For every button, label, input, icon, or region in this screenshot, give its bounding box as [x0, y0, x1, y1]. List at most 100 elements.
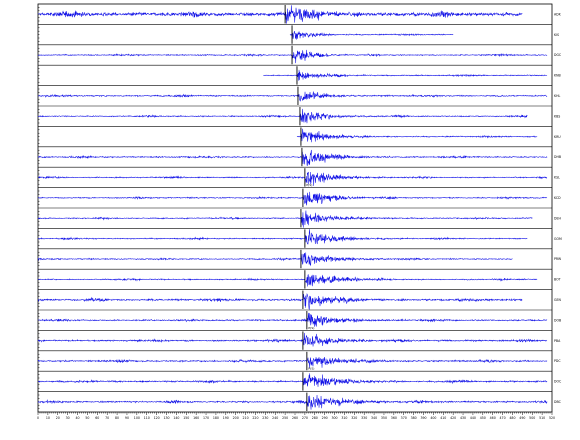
x-tick-label: 250 — [282, 416, 288, 420]
waveform-doc — [37, 373, 548, 387]
waveform-gen — [37, 293, 523, 310]
station-label-pba: PBA — [554, 339, 561, 343]
waveform-dhb — [37, 149, 548, 167]
waveform-pba — [37, 332, 548, 347]
waveform-dbc — [37, 395, 548, 410]
station-label-adk: ADK — [554, 12, 562, 16]
x-tick-label: 460 — [490, 416, 496, 420]
station-label-pdc: PDC — [554, 359, 561, 363]
x-tick-label: 170 — [203, 416, 209, 420]
station-labels: ADK KIS DGC KNB KHL KBS KRU DHB KSL KCD DEH GOM PRW B… — [554, 12, 562, 404]
x-tick-label: 200 — [233, 416, 239, 420]
waveform-adk — [37, 5, 523, 24]
station-label-bot: BOT — [554, 278, 561, 282]
station-label-gom: GOM — [554, 237, 562, 241]
x-tick-label: 360 — [391, 416, 397, 420]
x-tick-label: 380 — [411, 416, 417, 420]
x-tick-label: 210 — [243, 416, 249, 420]
x-tick-label: 450 — [480, 416, 486, 420]
x-tick-label: 240 — [272, 416, 278, 420]
x-tick-label: 30 — [66, 416, 70, 420]
x-tick-label: 430 — [460, 416, 466, 420]
waveform-knb — [263, 69, 548, 81]
x-tick-label: 280 — [312, 416, 318, 420]
waveform-prw — [37, 252, 513, 267]
x-tick-label: 220 — [252, 416, 258, 420]
station-label-kcd: KCD — [554, 196, 561, 200]
station-label-dob: DOB — [554, 318, 561, 322]
x-tick-label: 60 — [95, 416, 99, 420]
x-tick-label: 300 — [331, 416, 337, 420]
x-tick-label: 40 — [76, 416, 80, 420]
waveform-dgc — [37, 49, 548, 64]
station-label-prw: PRW — [554, 257, 562, 261]
time-axis: 0 10 20 30 40 50 60 70 80 90 100 110 120 130 140 150 160… — [37, 412, 555, 420]
x-tick-label: 140 — [173, 416, 179, 420]
waveform-kru — [296, 128, 538, 143]
x-tick-label: 370 — [401, 416, 407, 420]
waveform-khl — [37, 91, 548, 102]
x-tick-label: 90 — [125, 416, 129, 420]
x-tick-label: 190 — [223, 416, 229, 420]
x-tick-label: 400 — [430, 416, 436, 420]
x-tick-label: 470 — [500, 416, 506, 420]
station-label-dgc: DGC — [554, 53, 562, 57]
x-tick-label: 290 — [322, 416, 328, 420]
x-tick-label: 180 — [213, 416, 219, 420]
x-tick-label: 480 — [509, 416, 515, 420]
station-label-gen: GEN — [554, 298, 561, 302]
x-tick-label: 320 — [351, 416, 357, 420]
waveform-bot — [37, 274, 538, 287]
x-tick-label: 70 — [105, 416, 109, 420]
waveform-kcd — [37, 191, 548, 206]
x-tick-label: 130 — [163, 416, 169, 420]
station-label-kbs: KBS — [554, 114, 560, 118]
x-tick-label: 520 — [549, 416, 555, 420]
waveform-pdc — [37, 357, 548, 368]
waveform-deh — [37, 210, 533, 228]
x-tick-label: 50 — [85, 416, 89, 420]
x-tick-label: 150 — [183, 416, 189, 420]
x-tick-label: 510 — [539, 416, 545, 420]
x-tick-label: 340 — [371, 416, 377, 420]
x-tick-label: 20 — [56, 416, 60, 420]
station-label-dhb: DHB — [554, 155, 561, 159]
x-tick-label: 420 — [450, 416, 456, 420]
x-tick-label: 0 — [37, 416, 39, 420]
waveform-traces: P(S) P(S) P(S) — [37, 5, 548, 411]
x-tick-label: 110 — [144, 416, 150, 420]
x-tick-label: 260 — [292, 416, 298, 420]
station-label-khl: KHL — [554, 94, 560, 98]
x-tick-label: 120 — [154, 416, 160, 420]
x-tick-label: 390 — [420, 416, 426, 420]
x-tick-label: 230 — [262, 416, 268, 420]
x-tick-label: 350 — [381, 416, 387, 420]
panel-frames — [37, 3, 553, 413]
station-label-dbc: DBC — [554, 400, 562, 404]
x-tick-label: 80 — [115, 416, 119, 420]
station-label-ksl: KSL — [554, 176, 560, 180]
pick-label: P(S) — [308, 367, 314, 371]
x-tick-label: 160 — [193, 416, 199, 420]
pick-label: P(S) — [306, 183, 312, 187]
waveform-gom — [37, 229, 528, 245]
x-tick-label: 410 — [440, 416, 446, 420]
waveform-kbs — [37, 108, 528, 124]
x-tick-label: 270 — [302, 416, 308, 420]
station-label-knb: KNB — [554, 74, 561, 78]
pick-label: P(S) — [308, 326, 314, 330]
station-label-kis: KIS — [554, 33, 559, 37]
waveform-kis — [289, 30, 454, 40]
waveform-ksl — [37, 171, 548, 186]
x-tick-label: 330 — [361, 416, 367, 420]
x-tick-label: 440 — [470, 416, 476, 420]
station-label-kru: KRU — [554, 135, 561, 139]
x-tick-label: 490 — [519, 416, 525, 420]
station-label-deh: DEH — [554, 216, 561, 220]
x-tick-label: 500 — [529, 416, 535, 420]
station-label-doc: DOC — [554, 380, 562, 384]
x-tick-label: 10 — [46, 416, 50, 420]
x-tick-label: 310 — [341, 416, 347, 420]
waveform-dob — [37, 312, 548, 327]
x-tick-label: 100 — [134, 416, 140, 420]
